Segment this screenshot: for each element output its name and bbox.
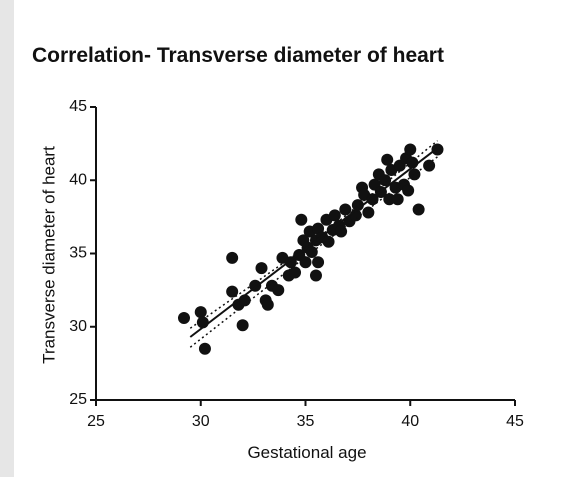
x-tick-label: 25 bbox=[87, 413, 105, 430]
data-point bbox=[289, 266, 302, 279]
y-tick-label: 25 bbox=[69, 391, 87, 408]
chart-title: Correlation- Transverse diameter of hear… bbox=[32, 44, 444, 67]
data-point bbox=[295, 213, 308, 226]
data-point bbox=[351, 199, 364, 212]
data-point bbox=[391, 193, 404, 206]
data-point bbox=[379, 174, 392, 187]
data-point bbox=[339, 203, 352, 216]
y-tick-label: 45 bbox=[69, 98, 87, 115]
regression-line bbox=[189, 147, 439, 338]
data-point bbox=[236, 319, 249, 332]
confidence-lower bbox=[189, 156, 438, 348]
data-point bbox=[362, 206, 375, 219]
y-axis-label: Transverse diameter of heart bbox=[39, 146, 58, 364]
data-point bbox=[322, 235, 335, 248]
x-tick-label: 40 bbox=[401, 413, 419, 430]
data-point bbox=[383, 193, 396, 206]
data-point bbox=[404, 143, 417, 156]
data-point bbox=[226, 285, 239, 298]
y-tick-label: 35 bbox=[69, 245, 87, 262]
photo-edge bbox=[0, 0, 14, 477]
x-tick-label: 30 bbox=[192, 413, 210, 430]
data-point bbox=[255, 262, 268, 275]
data-point bbox=[431, 143, 444, 156]
data-point bbox=[312, 256, 325, 269]
data-point bbox=[423, 159, 436, 172]
data-point bbox=[328, 209, 341, 222]
data-point bbox=[408, 168, 421, 181]
data-point bbox=[335, 225, 348, 238]
data-point bbox=[272, 284, 285, 297]
y-tick-label: 40 bbox=[69, 171, 87, 188]
data-point bbox=[177, 311, 190, 324]
x-tick-label: 45 bbox=[506, 413, 524, 430]
data-point bbox=[226, 251, 239, 264]
confidence-upper bbox=[189, 140, 438, 329]
x-tick-label: 35 bbox=[297, 413, 315, 430]
data-point bbox=[299, 256, 312, 269]
data-point bbox=[261, 298, 274, 311]
y-tick-label: 30 bbox=[69, 318, 87, 335]
data-point bbox=[402, 184, 415, 197]
data-point bbox=[309, 269, 322, 282]
data-point bbox=[412, 203, 425, 216]
data-point bbox=[381, 153, 394, 166]
data-point bbox=[198, 342, 211, 355]
x-axis-label: Gestational age bbox=[247, 443, 366, 462]
data-point bbox=[284, 256, 297, 269]
data-point bbox=[194, 306, 207, 319]
